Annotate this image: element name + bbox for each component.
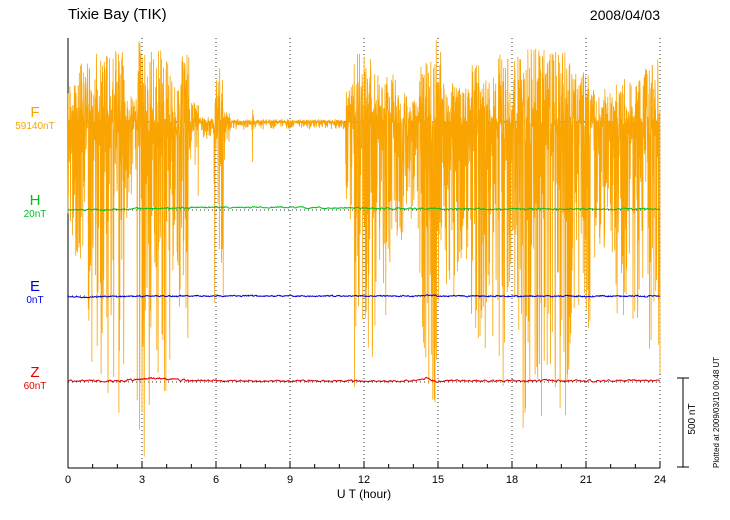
series-label-z: Z 60nT	[8, 364, 62, 393]
plotted-at-note: Plotted at 2009/03/10 00:48 UT	[712, 356, 721, 468]
svg-text:9: 9	[287, 474, 293, 486]
svg-text:24: 24	[654, 474, 666, 486]
svg-text:12: 12	[358, 474, 370, 486]
series-label-h: H 20nT	[8, 192, 62, 221]
svg-text:6: 6	[213, 474, 219, 486]
series-label-f: F 59140nT	[8, 103, 62, 132]
scale-bar-label: 500 nT	[687, 403, 698, 435]
series-e-baseline-value: 0nT	[26, 295, 44, 306]
station-title: Tixie Bay (TIK)	[68, 6, 167, 23]
svg-text:21: 21	[580, 474, 592, 486]
series-z-name: Z	[30, 364, 40, 381]
svg-text:18: 18	[506, 474, 518, 486]
series-h-baseline-value: 20nT	[23, 209, 47, 220]
date-label: 2008/04/03	[589, 7, 660, 23]
svg-text:15: 15	[432, 474, 444, 486]
series-f-name: F	[30, 103, 40, 121]
x-axis-label: U T (hour)	[336, 487, 392, 501]
series-h-name: H	[29, 192, 41, 209]
svg-text:0: 0	[65, 474, 71, 486]
series-e-name: E	[29, 278, 40, 295]
svg-text:3: 3	[139, 474, 145, 486]
series-z-baseline-value: 60nT	[23, 381, 47, 392]
series-label-e: E 0nT	[8, 278, 62, 307]
series-f-baseline-value: 59140nT	[15, 120, 55, 132]
